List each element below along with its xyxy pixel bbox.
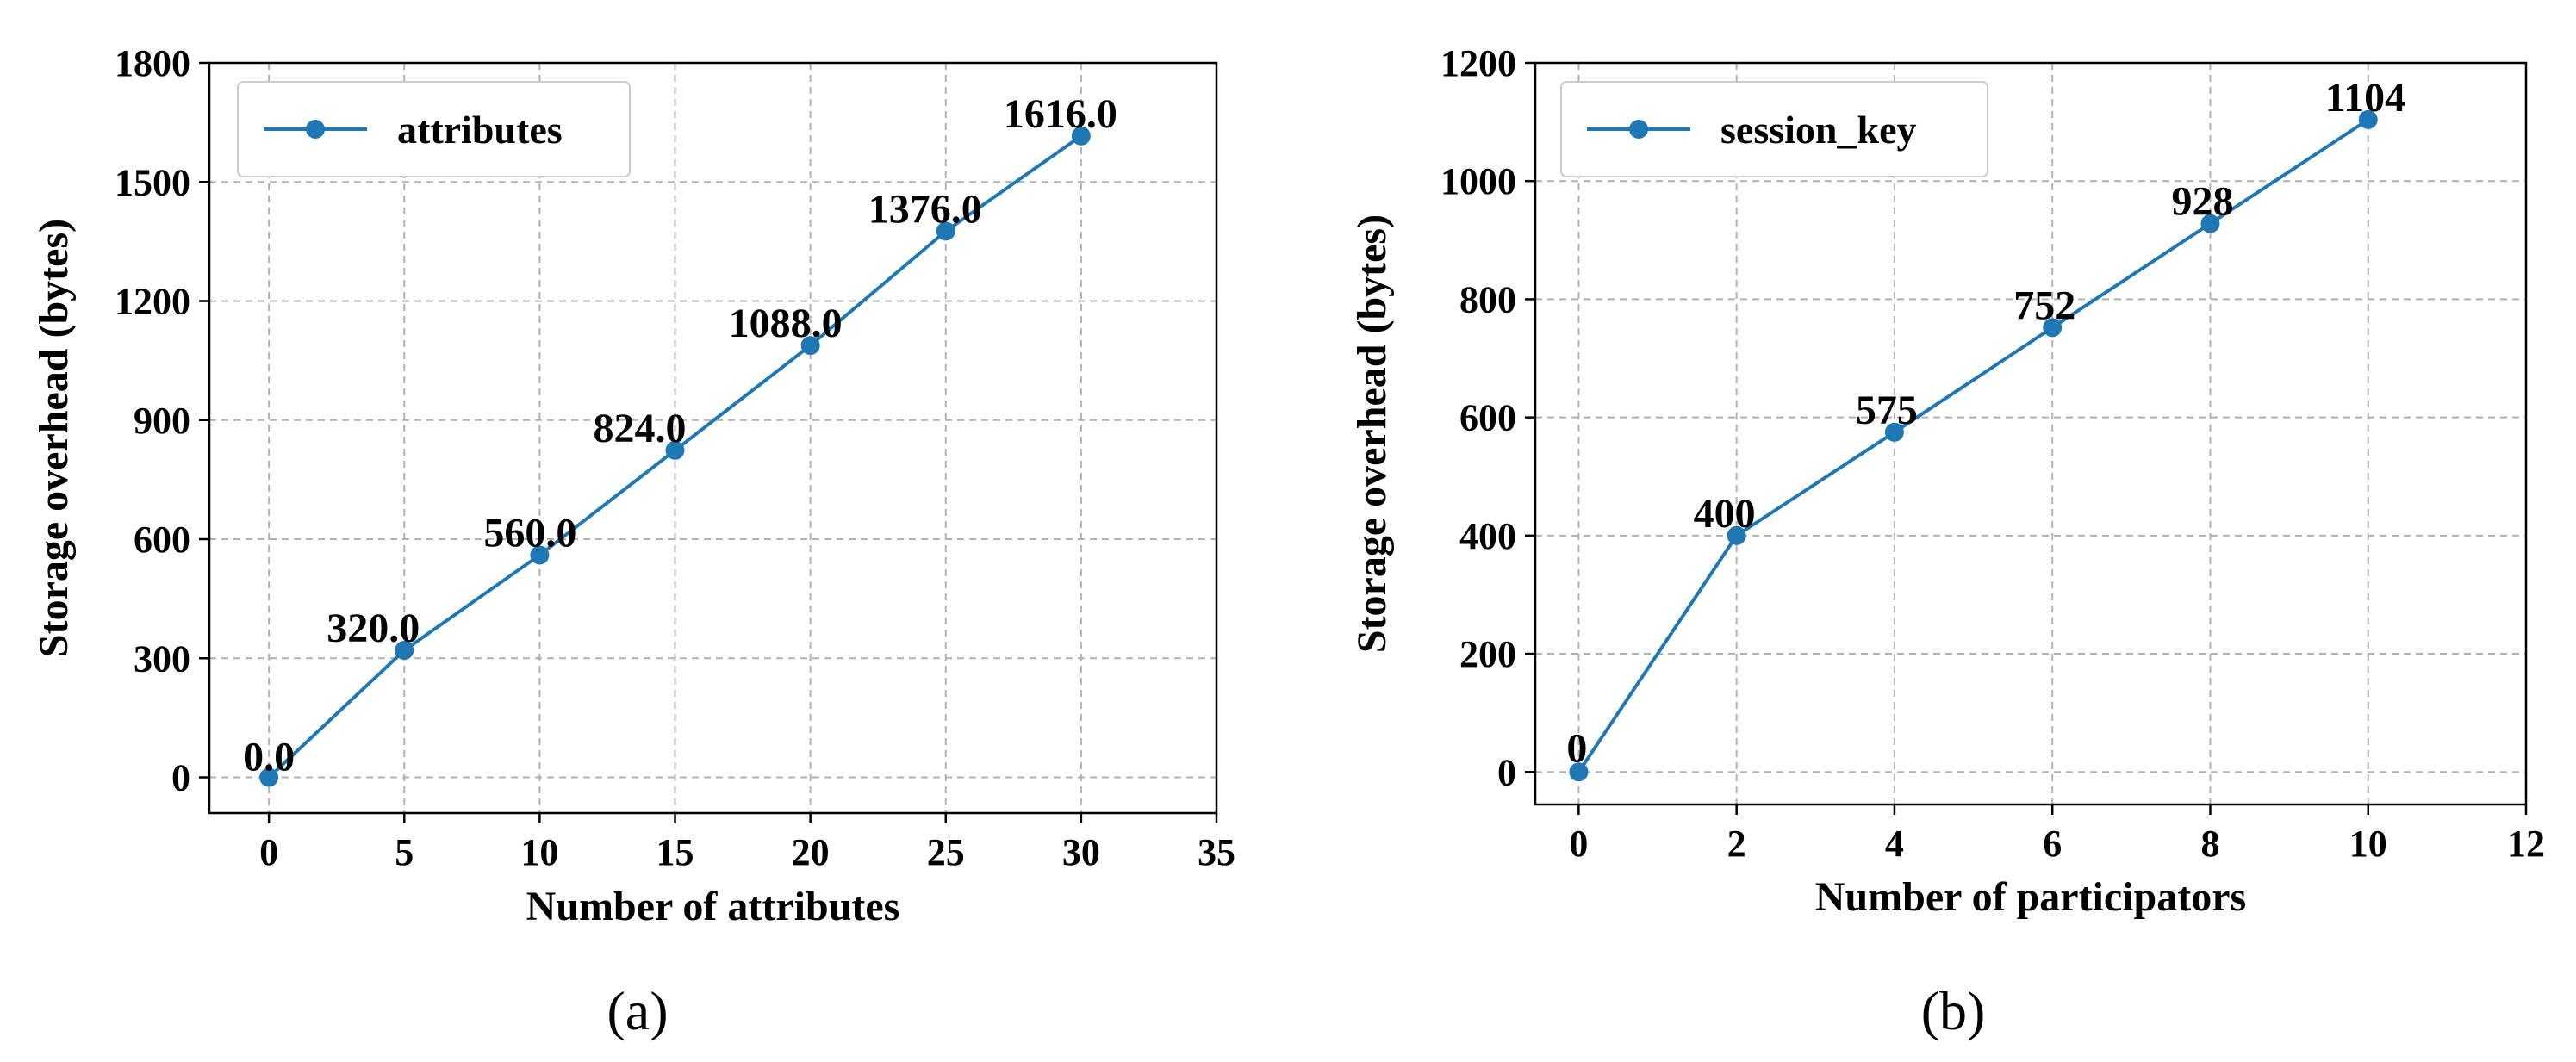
y-tick-label: 1500 bbox=[115, 161, 190, 203]
data-point bbox=[2358, 109, 2378, 129]
y-axis-label: Storage overhead (bytes) bbox=[31, 219, 77, 657]
y-tick-label: 400 bbox=[1459, 515, 1516, 557]
y-tick-label: 0 bbox=[1497, 751, 1516, 793]
y-tick-label: 800 bbox=[1459, 278, 1516, 320]
x-axis-label: Number of attributes bbox=[526, 884, 900, 929]
x-tick-label: 30 bbox=[1062, 831, 1100, 873]
series-group: 0.0 320.0 560.0 824.0 1088.0 1376.0 1616.0 bbox=[243, 91, 1117, 787]
data-label: 400 bbox=[1694, 491, 1756, 537]
y-tick-label: 1200 bbox=[1440, 42, 1516, 84]
axis-ticks: 0 2 4 6 8 10 12 0 200 400 600 800 1000 1200 bbox=[1440, 42, 2545, 865]
y-tick-label: 1000 bbox=[1440, 160, 1516, 202]
data-label: 320.0 bbox=[327, 606, 420, 651]
x-tick-label: 5 bbox=[395, 831, 414, 873]
data-label: 752 bbox=[2013, 283, 2075, 328]
x-tick-label: 10 bbox=[520, 831, 558, 873]
axis-ticks: 0 5 10 15 20 25 30 35 0 300 600 900 1200 1500 1800 bbox=[115, 42, 1235, 873]
legend-box bbox=[237, 81, 631, 177]
plot-frame bbox=[208, 61, 1218, 815]
data-point bbox=[2043, 318, 2063, 338]
data-point bbox=[1727, 525, 1746, 545]
x-tick-label: 2 bbox=[1727, 823, 1746, 865]
x-tick-label: 4 bbox=[1885, 823, 1904, 865]
x-tick-label: 12 bbox=[2507, 823, 2545, 865]
y-axis-label: Storage overhead (bytes) bbox=[1349, 214, 1395, 653]
y-tick-label: 600 bbox=[134, 519, 190, 561]
data-point bbox=[259, 767, 279, 787]
x-tick-label: 20 bbox=[792, 831, 830, 873]
y-tick-label: 0 bbox=[171, 757, 190, 799]
subfigure-caption: (b) bbox=[1921, 980, 1986, 1041]
y-tick-label: 600 bbox=[1459, 397, 1516, 439]
chart-attributes: 0 5 10 15 20 25 30 35 0 300 600 900 1200 1500 1800 0.0… bbox=[31, 42, 1235, 1041]
legend-box bbox=[1560, 81, 1988, 177]
y-tick-label: 1200 bbox=[115, 281, 190, 323]
data-label: 1088.0 bbox=[729, 301, 843, 346]
data-label: 928 bbox=[2171, 179, 2233, 225]
data-point bbox=[395, 641, 414, 661]
data-label: 1376.0 bbox=[868, 186, 982, 232]
x-axis-label: Number of participators bbox=[1815, 874, 2246, 920]
legend-marker-icon bbox=[306, 120, 325, 139]
legend: session_key bbox=[1560, 81, 1988, 177]
data-label: 0.0 bbox=[243, 735, 295, 780]
legend-marker-icon bbox=[1629, 120, 1648, 139]
legend: attributes bbox=[237, 81, 631, 177]
data-label: 0 bbox=[1566, 725, 1587, 771]
data-point bbox=[530, 545, 550, 565]
data-point bbox=[936, 221, 955, 241]
data-label: 1616.0 bbox=[1004, 91, 1117, 137]
y-tick-label: 900 bbox=[134, 400, 190, 442]
data-label: 1104 bbox=[2325, 75, 2405, 121]
subfigure-caption: (a) bbox=[607, 980, 668, 1041]
data-point bbox=[800, 336, 820, 356]
data-point bbox=[665, 440, 685, 460]
x-tick-label: 0 bbox=[259, 831, 278, 873]
y-tick-label: 1800 bbox=[115, 42, 190, 84]
plot-frame bbox=[1534, 61, 2528, 806]
y-tick-label: 300 bbox=[134, 637, 190, 680]
series-line bbox=[1577, 118, 2369, 773]
y-tick-label: 200 bbox=[1459, 633, 1516, 675]
x-tick-label: 10 bbox=[2349, 823, 2387, 865]
legend-label: attributes bbox=[397, 108, 563, 152]
series-group: 0 400 575 752 928 1104 bbox=[1566, 75, 2405, 782]
data-label: 560.0 bbox=[483, 510, 576, 556]
data-label: 575 bbox=[1856, 388, 1918, 433]
x-tick-label: 35 bbox=[1198, 831, 1235, 873]
x-tick-label: 25 bbox=[927, 831, 965, 873]
data-point bbox=[1071, 126, 1091, 146]
x-tick-label: 8 bbox=[2200, 823, 2219, 865]
data-point bbox=[1884, 422, 1904, 442]
data-point bbox=[1569, 762, 1589, 782]
legend-label: session_key bbox=[1720, 108, 1916, 152]
data-point bbox=[2200, 214, 2220, 233]
x-tick-label: 0 bbox=[1569, 823, 1588, 865]
data-label: 824.0 bbox=[594, 406, 687, 451]
chart-session-key: 0 2 4 6 8 10 12 0 200 400 600 800 1000 1200 0 400 575 75… bbox=[1349, 42, 2545, 1041]
x-tick-label: 6 bbox=[2043, 823, 2062, 865]
x-tick-label: 15 bbox=[656, 831, 694, 873]
